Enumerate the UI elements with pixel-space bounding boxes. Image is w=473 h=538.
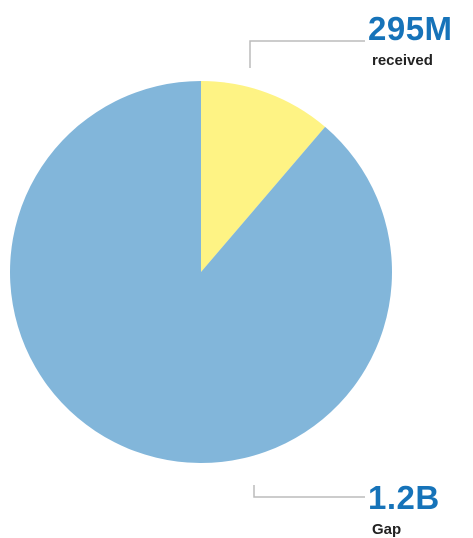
gap-leader-line — [253, 485, 365, 498]
received-leader-line — [249, 40, 365, 68]
gap-value-label: 1.2B — [368, 479, 440, 516]
received-category-label: received — [372, 52, 433, 69]
pie-slice-received — [201, 81, 326, 272]
gap-category-label: Gap — [372, 521, 402, 538]
pie-slices — [9, 81, 393, 463]
pie-slice-gap — [9, 81, 393, 463]
received-value-label: 295M — [368, 10, 453, 47]
